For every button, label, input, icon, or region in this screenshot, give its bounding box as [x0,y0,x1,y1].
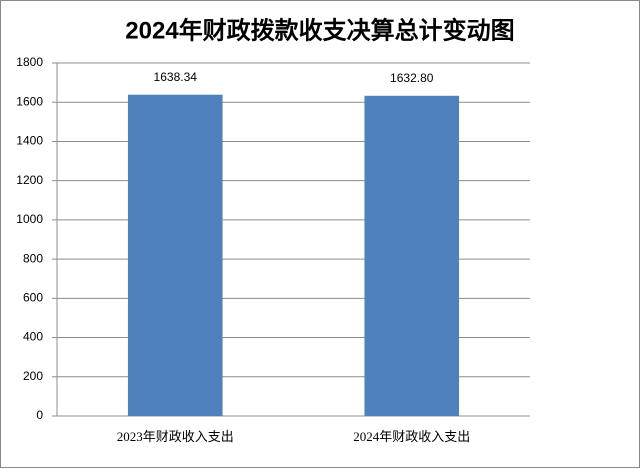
bar [127,94,223,417]
y-tick-label: 1000 [16,212,43,226]
y-tick-label: 600 [23,291,43,305]
y-tick-label: 1600 [16,94,43,108]
chart-title: 2024年财政拨款收支决算总计变动图 [125,16,514,44]
y-tick-label: 400 [23,330,43,344]
x-tick-label: 2023年财政收入支出 [117,429,234,444]
y-tick-label: 200 [23,369,43,383]
x-tick-label: 2024年财政收入支出 [353,429,470,444]
bar [364,95,460,416]
y-tick-label: 1200 [16,173,43,187]
y-tick-label: 800 [23,251,43,265]
y-tick-label: 0 [36,408,43,422]
data-label: 1632.80 [390,71,434,85]
y-tick-label: 1800 [16,55,43,69]
data-label: 1638.34 [154,70,198,84]
y-tick-label: 1400 [16,134,43,148]
